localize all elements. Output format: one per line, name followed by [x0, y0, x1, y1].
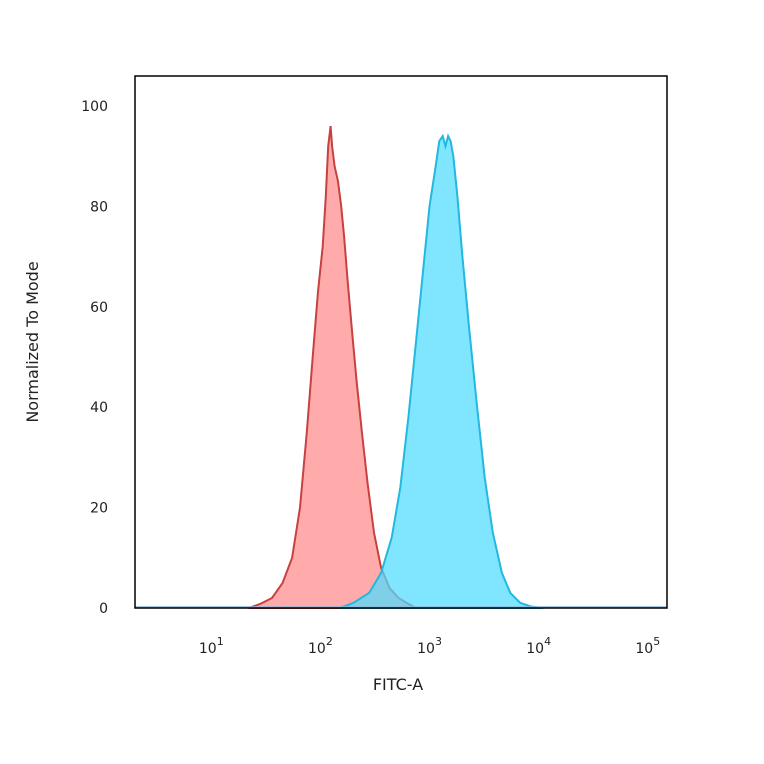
- y-tick-label: 0: [99, 601, 108, 617]
- histogram-series-2: [339, 133, 544, 609]
- y-tick-label: 80: [90, 199, 108, 215]
- x-tick-label: 104: [526, 635, 551, 657]
- x-tick-label: 103: [417, 635, 442, 657]
- x-axis-title: FITC-A: [373, 675, 423, 694]
- plot-frame: [134, 75, 668, 609]
- y-axis-ticks: 0 20 40 60 80 100: [81, 99, 108, 617]
- x-tick-label: 101: [199, 635, 224, 657]
- x-tick-label: 105: [635, 635, 660, 657]
- y-tick-label: 20: [90, 501, 108, 517]
- x-axis-ticks: 101 102 103 104 105: [199, 635, 660, 657]
- y-tick-label: 100: [81, 99, 108, 115]
- y-axis-title: Normalized To Mode: [23, 261, 42, 422]
- y-tick-label: 60: [90, 300, 108, 316]
- plot-series-group: [135, 125, 667, 609]
- histogram-series-1: [248, 125, 420, 609]
- x-tick-label: 102: [308, 635, 333, 657]
- y-tick-label: 40: [90, 400, 108, 416]
